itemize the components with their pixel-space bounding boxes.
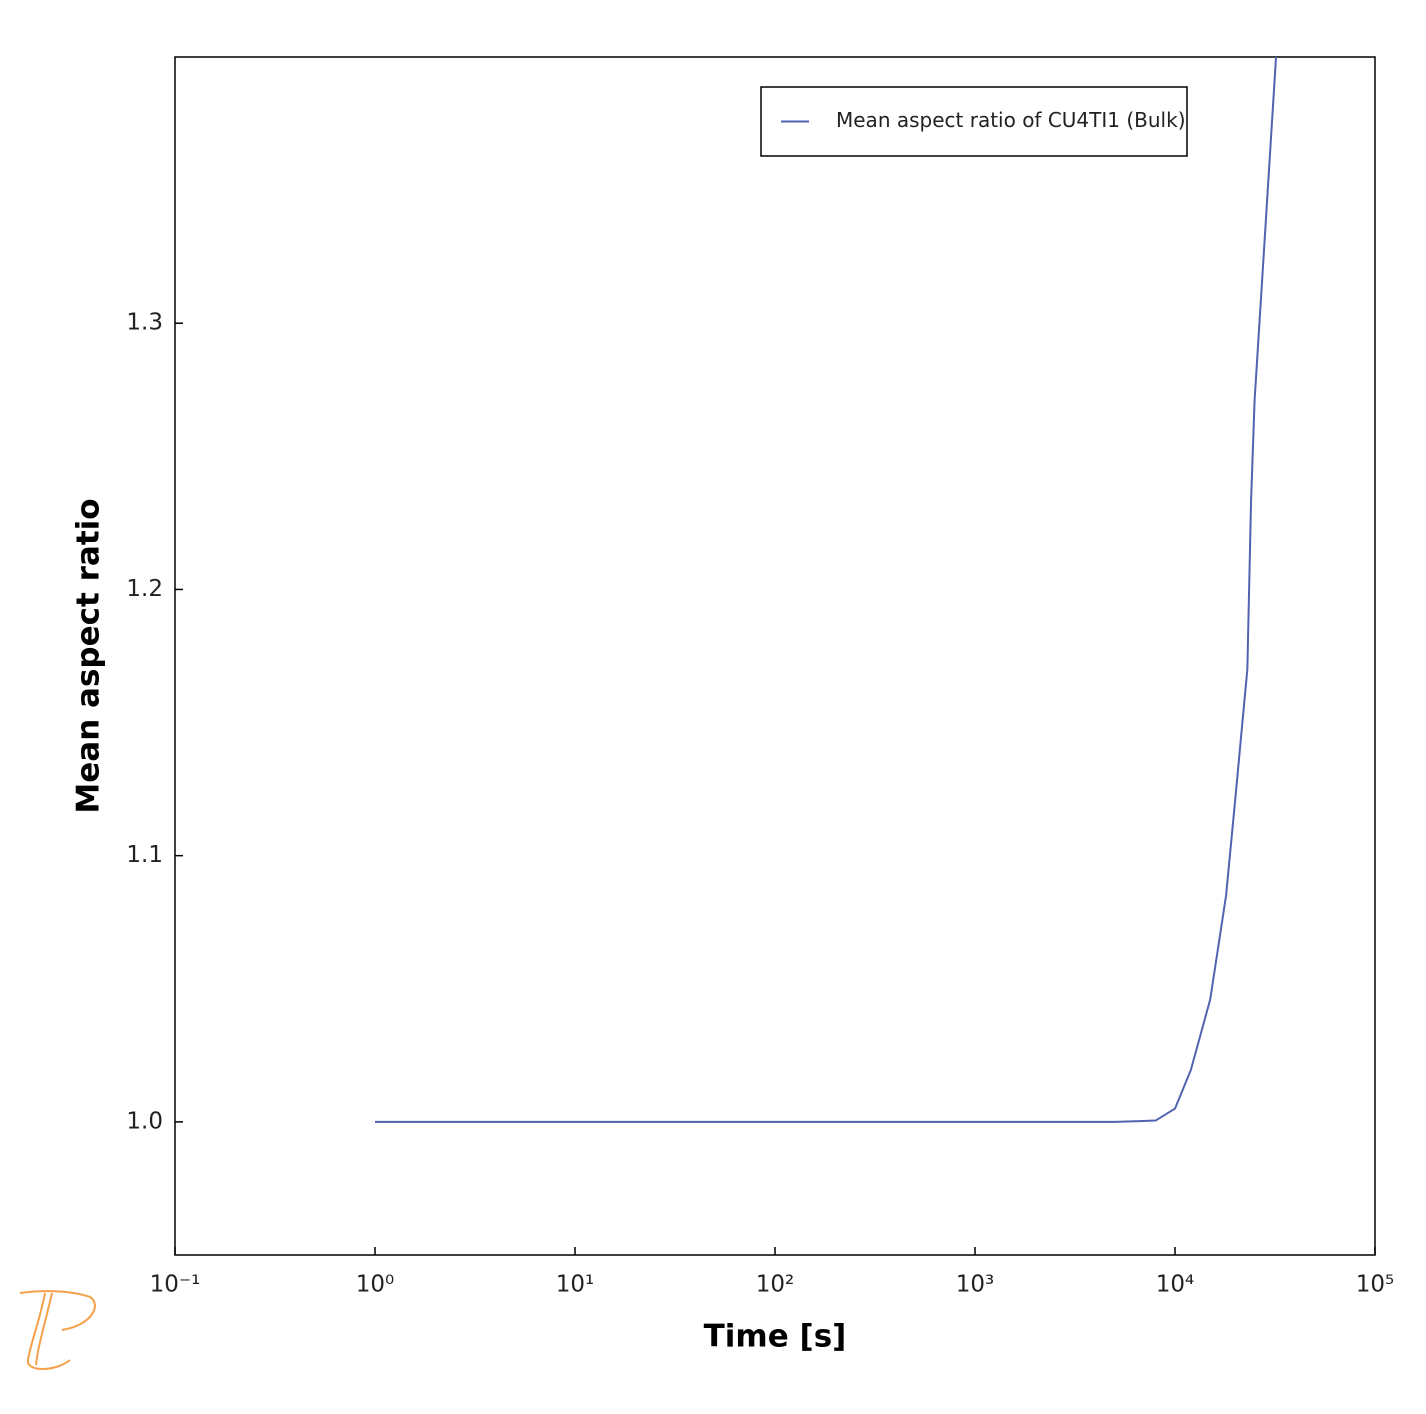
y-tick-label: 1.3 [126, 310, 163, 336]
x-tick-label: 10⁰ [356, 1272, 395, 1298]
x-tick-label: 10⁵ [1356, 1272, 1395, 1298]
plot-area [375, 57, 1278, 1123]
legend-label: Mean aspect ratio of CU4TI1 (Bulk) [836, 108, 1186, 132]
y-tick-label: 1.2 [126, 576, 163, 602]
legend: Mean aspect ratio of CU4TI1 (Bulk) [760, 86, 1188, 157]
y-tick-label: 1.0 [126, 1108, 163, 1134]
x-axis-title: Time [s] [704, 1319, 847, 1355]
y-axis-title: Mean aspect ratio [71, 498, 107, 813]
plot-frame [174, 56, 1376, 1256]
x-tick-label: 10¹ [556, 1272, 595, 1298]
x-tick-label: 10² [756, 1272, 795, 1298]
x-tick-label: 10⁻¹ [150, 1272, 201, 1298]
data-line [375, 57, 1278, 1123]
logo [19, 1290, 96, 1370]
x-tick-label: 10⁴ [1156, 1272, 1195, 1298]
legend-box [760, 86, 1188, 157]
y-tick-label: 1.1 [126, 842, 163, 868]
x-tick-label: 10³ [956, 1272, 995, 1298]
